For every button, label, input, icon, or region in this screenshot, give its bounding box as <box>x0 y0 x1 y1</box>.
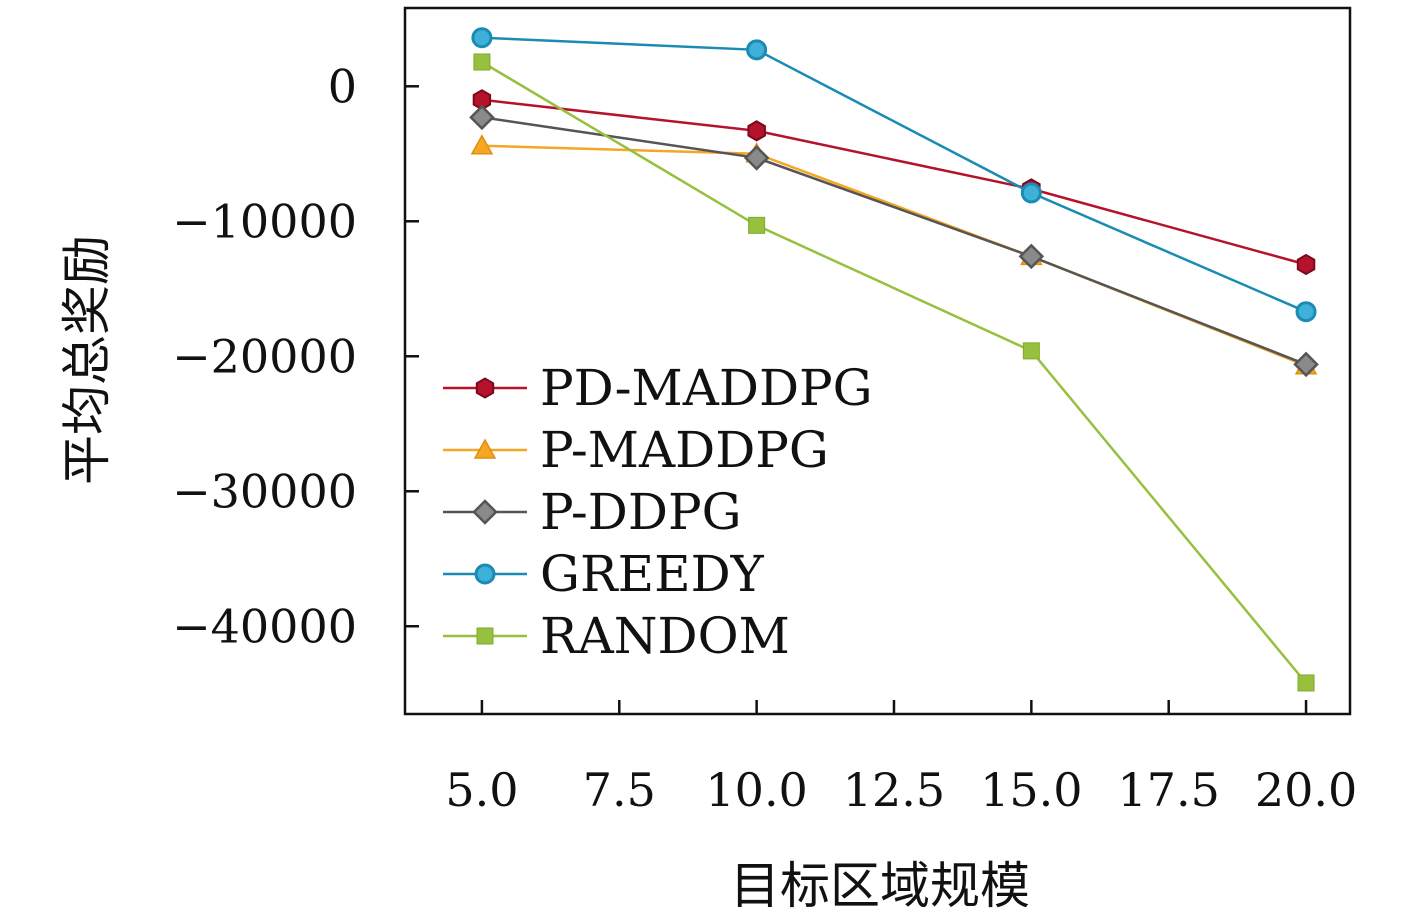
legend-item: GREEDY <box>443 545 765 603</box>
x-tick-label: 10.0 <box>705 763 807 817</box>
series-line <box>481 116 1307 366</box>
legend-label: P-DDPG <box>540 483 742 541</box>
x-tick-label: 7.5 <box>583 763 656 817</box>
x-tick-label: 12.5 <box>843 763 945 817</box>
legend-label: PD-MADDPG <box>540 359 873 417</box>
legend-item: RANDOM <box>443 607 790 665</box>
x-axis-label: 目标区域规模 <box>730 857 1030 915</box>
data-point <box>746 39 768 61</box>
series-line <box>481 60 1307 684</box>
y-tick-label: 0 <box>328 59 357 113</box>
data-point <box>1018 243 1045 270</box>
data-point <box>1020 182 1042 204</box>
data-point <box>471 27 493 49</box>
y-tick-label: −10000 <box>172 194 357 248</box>
series-line <box>481 98 1307 266</box>
legend-item: P-DDPG <box>443 483 742 541</box>
y-axis-ticks: 0 −10000 −20000 −30000 −40000 <box>172 59 419 653</box>
data-point <box>473 53 491 71</box>
series-pd-maddpg <box>472 89 1316 276</box>
y-tick-label: −20000 <box>172 329 357 383</box>
data-point <box>1022 342 1040 360</box>
legend-marker <box>474 563 496 585</box>
series-random <box>473 53 1315 692</box>
legend-label: GREEDY <box>540 545 765 603</box>
legend-marker <box>475 377 495 399</box>
series-p-ddpg <box>469 104 1319 378</box>
x-axis-ticks: 5.0 7.5 10.0 12.5 15.0 17.5 20.0 <box>445 700 1357 817</box>
series-line <box>481 36 1307 313</box>
legend-marker <box>472 499 498 525</box>
series-p-maddpg <box>470 134 1318 375</box>
series-layer <box>469 27 1319 692</box>
x-tick-label: 15.0 <box>980 763 1082 817</box>
data-point <box>1293 351 1319 378</box>
data-point <box>748 216 766 234</box>
legend-label: RANDOM <box>540 607 790 665</box>
legend-label: P-MADDPG <box>540 421 829 479</box>
y-axis-label: 平均总奖励 <box>58 235 116 485</box>
x-tick-label: 5.0 <box>445 763 518 817</box>
plot-frame <box>403 6 1352 716</box>
y-tick-label: −40000 <box>172 599 357 653</box>
data-point <box>470 134 494 155</box>
data-point <box>747 120 766 142</box>
x-tick-label: 17.5 <box>1117 763 1219 817</box>
data-point <box>1297 674 1315 692</box>
legend-item: PD-MADDPG <box>443 359 873 417</box>
x-tick-label: 20.0 <box>1255 763 1357 817</box>
data-point <box>743 145 770 171</box>
series-greedy <box>471 27 1317 323</box>
legend-item: P-MADDPG <box>443 421 829 479</box>
data-point <box>469 104 495 131</box>
legend-marker <box>473 438 497 459</box>
y-tick-label: −30000 <box>172 464 357 518</box>
data-point <box>1295 301 1317 323</box>
series-line <box>481 144 1307 367</box>
data-point <box>1296 253 1316 276</box>
legend-marker <box>476 627 494 645</box>
